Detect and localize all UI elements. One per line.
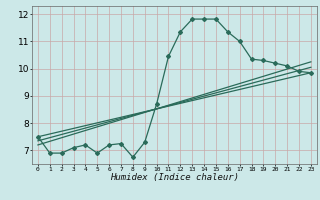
- X-axis label: Humidex (Indice chaleur): Humidex (Indice chaleur): [110, 173, 239, 182]
